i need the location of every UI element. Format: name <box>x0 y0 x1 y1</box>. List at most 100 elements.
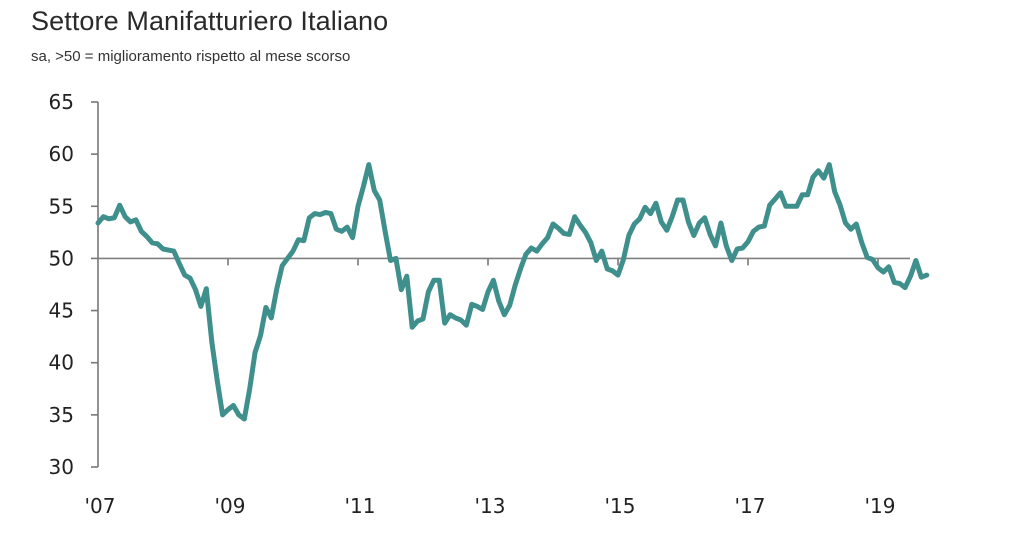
data-point <box>502 312 507 317</box>
data-point <box>756 225 761 230</box>
data-point <box>426 289 431 294</box>
data-point <box>350 235 355 240</box>
data-point <box>437 278 442 283</box>
data-point <box>843 221 848 226</box>
data-point <box>291 249 296 254</box>
x-tick-label: '15 <box>605 494 636 518</box>
data-point <box>339 229 344 234</box>
data-point <box>144 234 149 239</box>
data-point <box>789 204 794 209</box>
data-point <box>778 190 783 195</box>
data-point <box>496 299 501 304</box>
data-point <box>518 266 523 271</box>
data-point <box>702 215 707 220</box>
data-point <box>811 175 816 180</box>
y-tick-label: 40 <box>49 351 74 375</box>
data-point <box>372 188 377 193</box>
data-point <box>442 321 447 326</box>
data-point <box>686 219 691 224</box>
data-point <box>681 198 686 203</box>
data-point <box>464 323 469 328</box>
x-tick-label: '11 <box>345 494 376 518</box>
y-tick-label: 45 <box>49 299 74 323</box>
data-point <box>794 204 799 209</box>
data-point <box>155 241 160 246</box>
data-point <box>209 339 214 344</box>
data-point <box>540 241 545 246</box>
data-point <box>334 227 339 232</box>
data-point <box>280 263 285 268</box>
data-point <box>691 233 696 238</box>
y-tick-label: 65 <box>49 90 74 114</box>
data-point <box>583 230 588 235</box>
data-point <box>193 287 198 292</box>
data-point <box>594 258 599 263</box>
data-point <box>475 304 480 309</box>
data-point <box>832 189 837 194</box>
data-point <box>637 216 642 221</box>
data-point <box>534 249 539 254</box>
data-point <box>198 304 203 309</box>
data-point <box>139 229 144 234</box>
data-point <box>913 258 918 263</box>
data-point <box>106 216 111 221</box>
data-point <box>258 333 263 338</box>
data-point <box>632 222 637 227</box>
data-point <box>838 203 843 208</box>
data-point <box>729 258 734 263</box>
data-point <box>670 214 675 219</box>
data-point <box>919 275 924 280</box>
data-point <box>188 276 193 281</box>
data-point <box>469 302 474 307</box>
data-point <box>773 197 778 202</box>
data-point <box>128 219 133 224</box>
data-point <box>453 315 458 320</box>
chart-title: Settore Manifatturiero Italiano <box>31 6 389 36</box>
data-point <box>448 312 453 317</box>
data-point <box>101 214 106 219</box>
data-point <box>361 184 366 189</box>
data-point <box>805 192 810 197</box>
data-point <box>366 162 371 167</box>
data-point <box>648 211 653 216</box>
data-point <box>388 258 393 263</box>
x-tick-label: '17 <box>735 494 766 518</box>
data-point <box>610 268 615 273</box>
data-point <box>908 274 913 279</box>
y-axis: 30 35 40 45 50 55 60 65 <box>49 90 99 479</box>
data-point <box>653 201 658 206</box>
y-tick-label: 55 <box>49 194 74 218</box>
data-point <box>572 214 577 219</box>
data-point <box>892 280 897 285</box>
data-point <box>312 211 317 216</box>
data-point <box>523 252 528 257</box>
data-point <box>767 203 772 208</box>
data-point <box>924 273 929 278</box>
data-point <box>735 247 740 252</box>
data-point <box>588 240 593 245</box>
data-point <box>507 303 512 308</box>
data-point <box>410 325 415 330</box>
data-point <box>421 316 426 321</box>
data-point <box>220 412 225 417</box>
data-point <box>458 318 463 323</box>
data-point <box>567 232 572 237</box>
data-point <box>491 278 496 283</box>
y-tick-label: 60 <box>49 142 74 166</box>
data-point <box>800 192 805 197</box>
data-point <box>783 204 788 209</box>
data-point <box>751 229 756 234</box>
data-point <box>881 270 886 275</box>
data-point <box>718 221 723 226</box>
data-point <box>529 246 534 251</box>
y-tick-label: 50 <box>49 246 74 270</box>
data-point <box>323 210 328 215</box>
data-point <box>664 228 669 233</box>
data-point <box>307 215 312 220</box>
data-point <box>399 287 404 292</box>
data-point <box>762 224 767 229</box>
data-point <box>415 319 420 324</box>
data-point <box>431 278 436 283</box>
data-point <box>377 198 382 203</box>
